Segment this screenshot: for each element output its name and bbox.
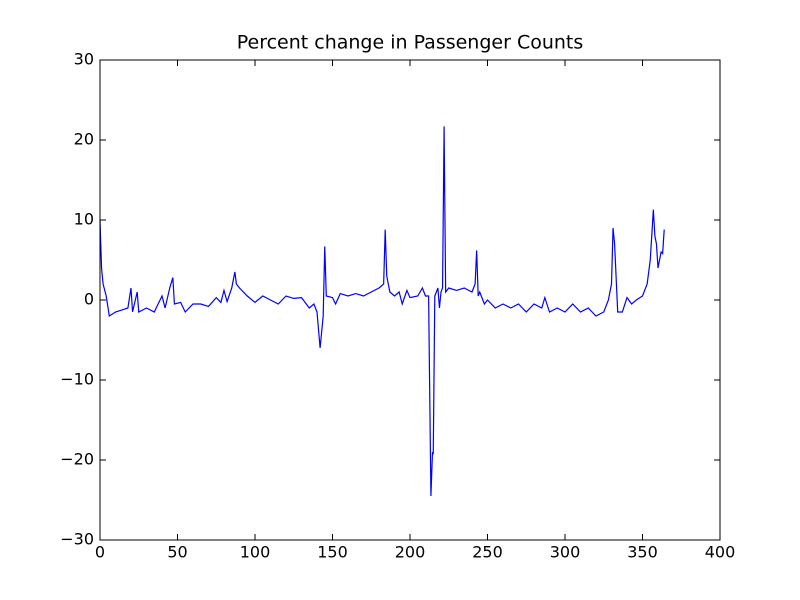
y-tick-label: 20 bbox=[74, 130, 94, 149]
y-tick-label: −20 bbox=[60, 450, 94, 469]
y-tick-label: −30 bbox=[60, 530, 94, 549]
x-tick-label: 350 bbox=[627, 543, 658, 562]
x-tick-label: 150 bbox=[317, 543, 348, 562]
chart-title: Percent change in Passenger Counts bbox=[237, 32, 584, 54]
x-tick-label: 50 bbox=[167, 543, 187, 562]
y-tick-label: −10 bbox=[60, 370, 94, 389]
x-tick-label: 400 bbox=[705, 543, 736, 562]
y-tick-label: 30 bbox=[74, 50, 94, 69]
x-tick-label: 0 bbox=[95, 543, 105, 562]
plot-frame bbox=[99, 59, 721, 541]
x-tick-label: 300 bbox=[550, 543, 581, 562]
y-tick-label: 10 bbox=[74, 210, 94, 229]
x-tick-label: 100 bbox=[240, 543, 271, 562]
x-tick-label: 200 bbox=[395, 543, 426, 562]
x-tick-label: 250 bbox=[472, 543, 503, 562]
y-tick-label: 0 bbox=[84, 290, 94, 309]
data-line bbox=[99, 126, 665, 497]
